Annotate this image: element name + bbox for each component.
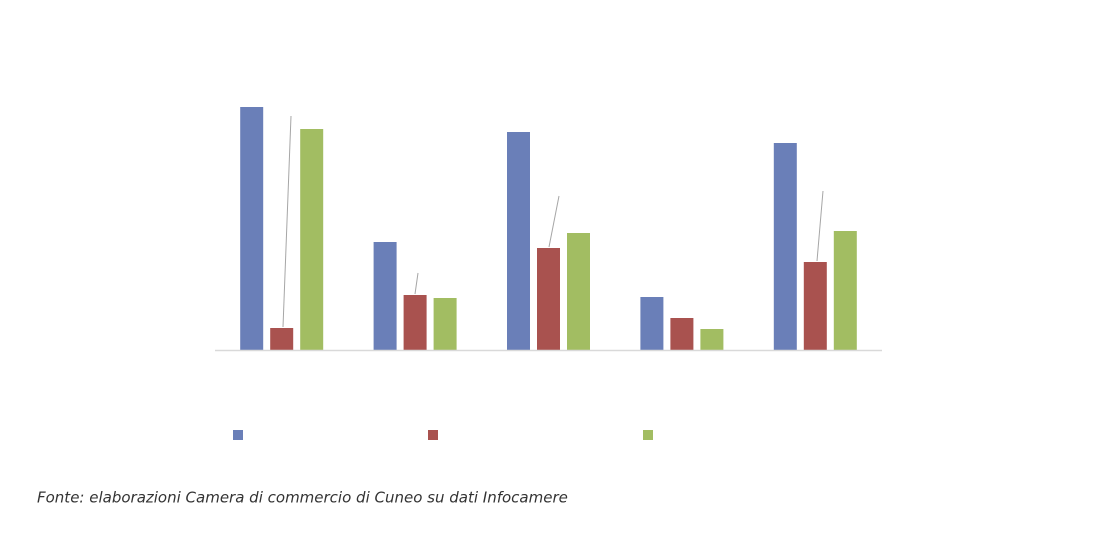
bar	[803, 262, 827, 350]
bar	[567, 233, 590, 350]
bar	[270, 328, 294, 350]
leader-line	[816, 190, 824, 262]
bar	[537, 248, 560, 350]
leader-line	[548, 195, 560, 248]
legend-swatch	[233, 430, 243, 440]
bar	[670, 318, 694, 350]
source-note: Fonte: elaborazioni Camera di commercio …	[37, 489, 568, 507]
bar	[700, 329, 724, 350]
bar	[300, 129, 324, 350]
bar	[640, 297, 664, 350]
leader-lines	[282, 115, 824, 328]
bar	[773, 143, 797, 350]
bar	[833, 231, 857, 350]
bar	[373, 242, 397, 350]
bar	[433, 298, 457, 350]
leader-line	[282, 115, 292, 328]
bar	[240, 107, 264, 350]
legend-swatch	[643, 430, 653, 440]
legend-swatch	[428, 430, 438, 440]
bar	[507, 132, 530, 350]
leader-line	[414, 272, 419, 295]
bar	[403, 295, 427, 350]
